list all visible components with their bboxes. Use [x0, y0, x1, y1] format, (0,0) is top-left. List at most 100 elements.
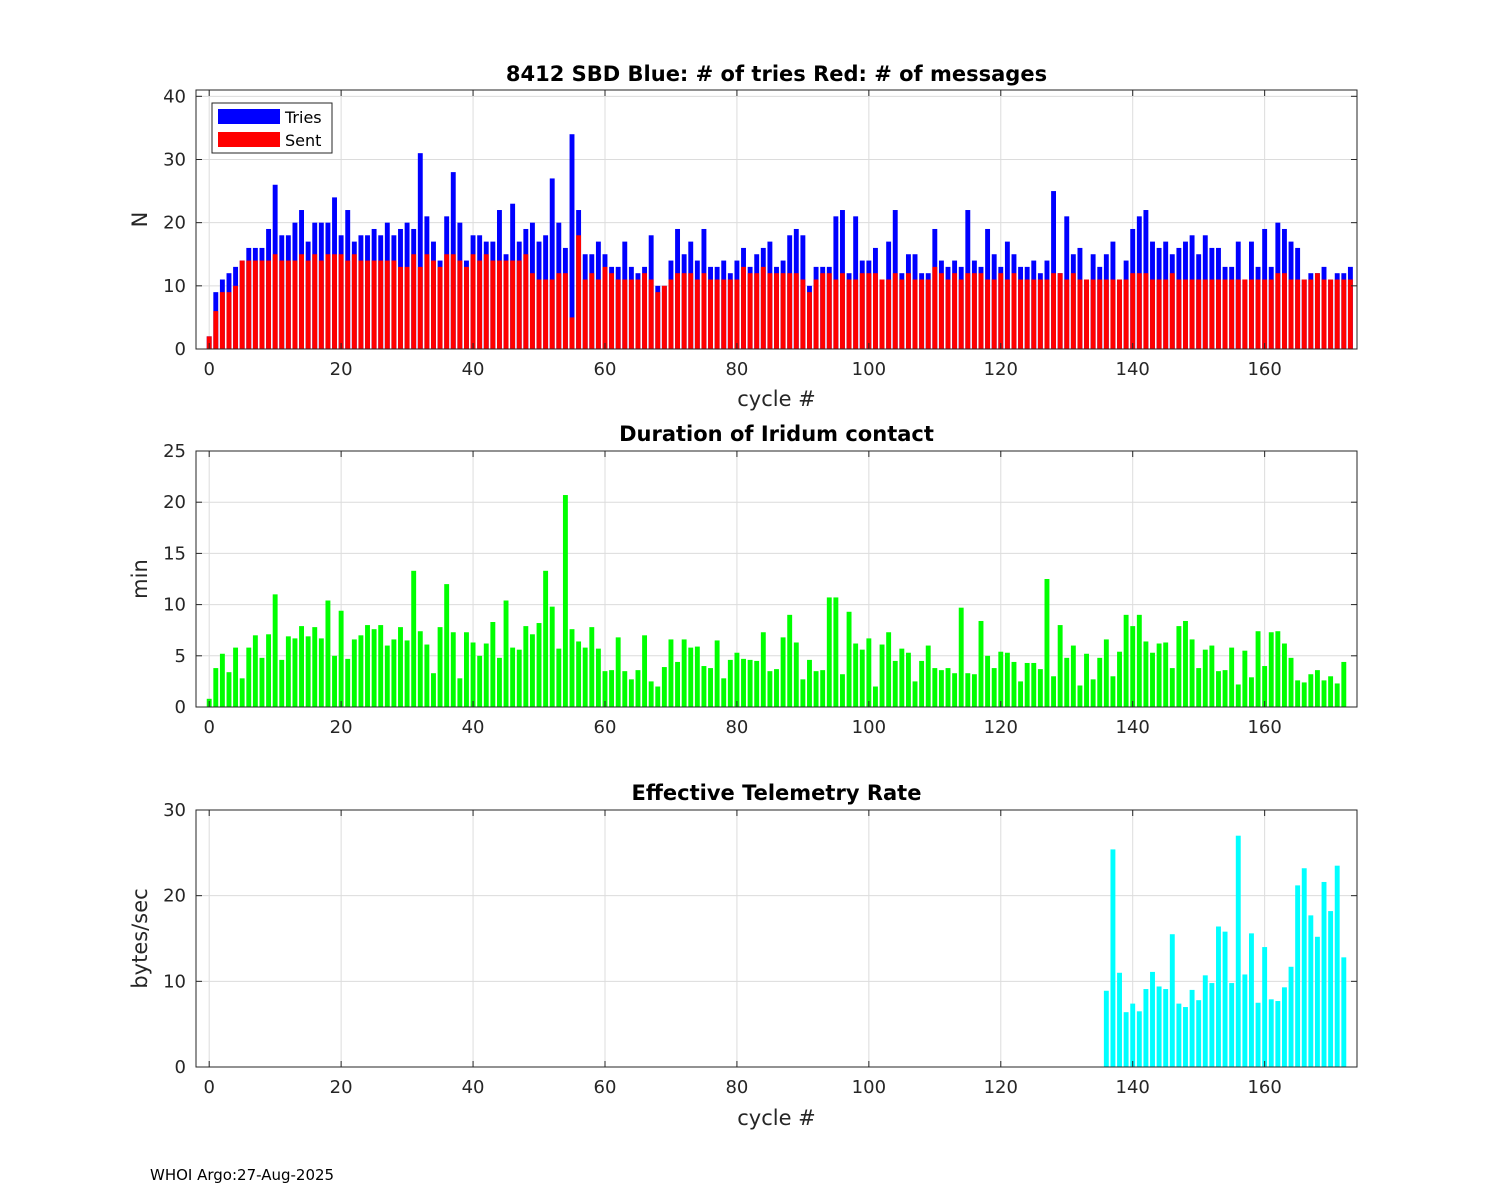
bar-sent	[694, 279, 700, 349]
bar-rate	[1242, 974, 1248, 1067]
bar-duration	[239, 678, 245, 707]
bar-sent	[490, 260, 496, 349]
bar-sent	[1275, 273, 1281, 349]
y-tick-label: 20	[163, 492, 186, 513]
bar-duration	[721, 678, 727, 707]
bar-duration	[826, 597, 832, 707]
x-tick-label: 20	[330, 359, 353, 380]
bar-duration	[510, 647, 516, 707]
bar-sent	[470, 254, 476, 349]
bar-sent	[1222, 279, 1228, 349]
bar-duration	[985, 655, 991, 707]
y-tick-label: 25	[163, 441, 186, 462]
bar-duration	[899, 648, 905, 707]
bar-rate	[1321, 881, 1327, 1067]
bar-duration	[813, 671, 819, 707]
bar-sent	[932, 266, 938, 349]
x-tick-label: 120	[984, 359, 1018, 380]
bar-duration	[998, 651, 1004, 707]
bar-rate	[1235, 835, 1241, 1067]
bar-sent	[1308, 279, 1314, 349]
bar-duration	[642, 635, 648, 707]
bar-sent	[859, 273, 865, 349]
y-axis-label: bytes/sec	[128, 888, 152, 988]
bar-duration	[615, 637, 621, 707]
bar-duration	[332, 655, 337, 707]
y-tick-label: 10	[163, 276, 186, 297]
bar-rate	[1314, 936, 1320, 1067]
bar-rate	[1183, 1007, 1188, 1067]
bar-duration	[708, 668, 713, 707]
bar-sent	[424, 254, 430, 349]
bar-sent	[754, 273, 760, 349]
bar-sent	[252, 260, 258, 349]
bar-duration	[1295, 680, 1301, 707]
bar-sent	[279, 260, 285, 349]
x-tick-label: 80	[725, 359, 748, 380]
bar-duration	[444, 584, 450, 707]
legend-label: Sent	[285, 131, 321, 150]
bar-duration	[490, 622, 496, 707]
bar-rate	[1249, 933, 1254, 1067]
bar-duration	[595, 648, 601, 707]
bar-duration	[404, 640, 410, 707]
bar-duration	[622, 671, 628, 707]
y-tick-label: 0	[175, 1057, 186, 1078]
bar-sent	[1301, 279, 1307, 349]
bar-duration	[892, 660, 898, 707]
chart-1: 0 20 40 60 80 100 120 140 160 0 10 20 30 40 8412 SBD B…	[128, 62, 1358, 411]
bar-sent	[998, 273, 1004, 349]
bar-duration	[384, 645, 390, 707]
bar-rate	[1281, 987, 1287, 1067]
bar-duration	[602, 671, 608, 707]
bar-duration	[1209, 645, 1215, 707]
bar-duration	[529, 634, 535, 707]
bar-sent	[681, 273, 687, 349]
bar-sent	[1295, 279, 1301, 349]
bar-rate	[1301, 868, 1307, 1067]
bar-duration	[1090, 679, 1096, 707]
bar-duration	[496, 657, 502, 707]
bar-sent	[285, 260, 291, 349]
bar-duration	[1011, 661, 1017, 707]
bar-sent	[866, 273, 872, 349]
bar-duration	[589, 627, 595, 707]
bar-sent	[510, 260, 516, 349]
bar-rate	[1176, 1003, 1182, 1067]
bar-duration	[609, 670, 615, 707]
bar-duration	[1235, 684, 1241, 707]
bar-sent	[635, 279, 641, 349]
bar-duration	[576, 641, 582, 707]
bar-sent	[1169, 273, 1175, 349]
bar-sent	[1070, 273, 1076, 349]
x-tick-label: 40	[462, 717, 485, 738]
bar-duration	[431, 673, 436, 707]
bar-sent	[899, 279, 905, 349]
bar-sent	[437, 266, 443, 349]
bar-duration	[780, 637, 786, 707]
bar-sent	[1051, 273, 1057, 349]
bar-rate	[1117, 972, 1122, 1067]
x-tick-label: 80	[725, 717, 748, 738]
bar-sent	[1123, 279, 1129, 349]
y-axis-label: N	[128, 212, 152, 228]
bar-duration	[1222, 670, 1228, 707]
bar-duration	[1216, 671, 1221, 707]
bar-duration	[971, 674, 977, 707]
bar-duration	[483, 643, 489, 707]
bar-sent	[1031, 279, 1037, 349]
bar-sent	[721, 279, 727, 349]
bar-sent	[958, 279, 964, 349]
bar-duration	[299, 626, 304, 707]
bar-sent	[1321, 279, 1327, 349]
bar-sent	[365, 260, 370, 349]
y-tick-label: 20	[163, 886, 186, 907]
bar-sent	[826, 273, 832, 349]
bar-sent	[1249, 279, 1254, 349]
bar-duration	[1110, 676, 1116, 707]
bar-duration	[694, 646, 700, 707]
bar-duration	[470, 642, 476, 707]
bar-duration	[523, 626, 529, 707]
bar-duration	[1163, 642, 1169, 707]
bar-sent	[1084, 279, 1089, 349]
